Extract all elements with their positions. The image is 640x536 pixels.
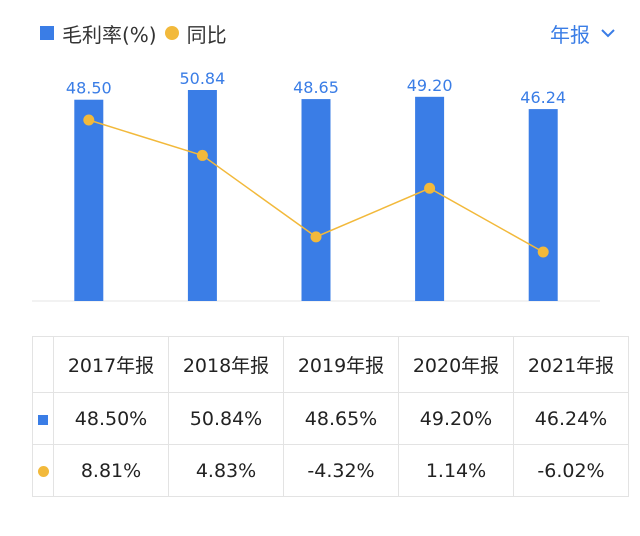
header-cell: 2017年报 [53, 336, 169, 393]
gross-margin-chart: 48.50 50.84 48.65 49.20 46.24 [32, 69, 600, 302]
yoy-cell: -4.32% [283, 444, 399, 497]
yoy-row: 8.81% 4.83% -4.32% 1.14% -6.02% [32, 444, 629, 497]
square-marker-icon [38, 414, 48, 425]
gross-margin-cell: 50.84% [168, 392, 284, 445]
bar-value-label: 46.24 [520, 88, 566, 107]
bar-value-label: 50.84 [179, 69, 225, 88]
yoy-cell: 1.14% [398, 444, 514, 497]
yoy-point-2018年报 [196, 149, 208, 161]
gross-margin-cell: 46.24% [513, 392, 629, 445]
bar-legend-marker [40, 26, 54, 40]
chart-legend: 毛利率(%) 同比 [40, 20, 227, 47]
bar-value-label: 48.65 [293, 78, 339, 97]
table-header-row: 2017年报 2018年报 2019年报 2020年报 2021年报 [32, 336, 629, 393]
gross-margin-row: 48.50% 50.84% 48.65% 49.20% 46.24% [32, 392, 629, 445]
table-corner-cell [32, 336, 54, 393]
data-table: 2017年报 2018年报 2019年报 2020年报 2021年报 48.50… [32, 336, 629, 497]
gross-margin-cell: 49.20% [398, 392, 514, 445]
bar-2020年报 [415, 96, 445, 301]
line-row-marker [32, 444, 54, 497]
gross-margin-cell: 48.65% [283, 392, 399, 445]
period-selector[interactable]: 年报 [550, 20, 616, 47]
gross-margin-cell: 48.50% [53, 392, 169, 445]
yoy-cell: 4.83% [168, 444, 284, 497]
bar-2018年报 [187, 90, 217, 301]
yoy-point-2020年报 [424, 182, 436, 194]
yoy-cell: 8.81% [53, 444, 169, 497]
header-cell: 2021年报 [513, 336, 629, 393]
bar-value-label: 49.20 [407, 76, 453, 95]
bar-row-marker [32, 392, 54, 445]
header-cell: 2019年报 [283, 336, 399, 393]
line-legend-marker [164, 26, 179, 40]
header-cell: 2018年报 [168, 336, 284, 393]
chevron-down-icon [601, 29, 615, 38]
yoy-point-2017年报 [83, 114, 95, 126]
bar-value-label: 48.50 [66, 79, 112, 98]
dot-marker-icon [37, 465, 49, 477]
bar-2019年报 [301, 99, 331, 301]
yoy-point-2019年报 [310, 231, 322, 243]
line-legend-label: 同比 [186, 22, 227, 47]
yoy-point-2021年报 [537, 246, 549, 258]
bar-2021年报 [528, 109, 558, 301]
bar-legend-label: 毛利率(%) [62, 22, 157, 47]
bar-2017年报 [74, 99, 104, 301]
yoy-cell: -6.02% [513, 444, 629, 497]
period-selector-label: 年报 [550, 22, 590, 47]
header-cell: 2020年报 [398, 336, 514, 393]
